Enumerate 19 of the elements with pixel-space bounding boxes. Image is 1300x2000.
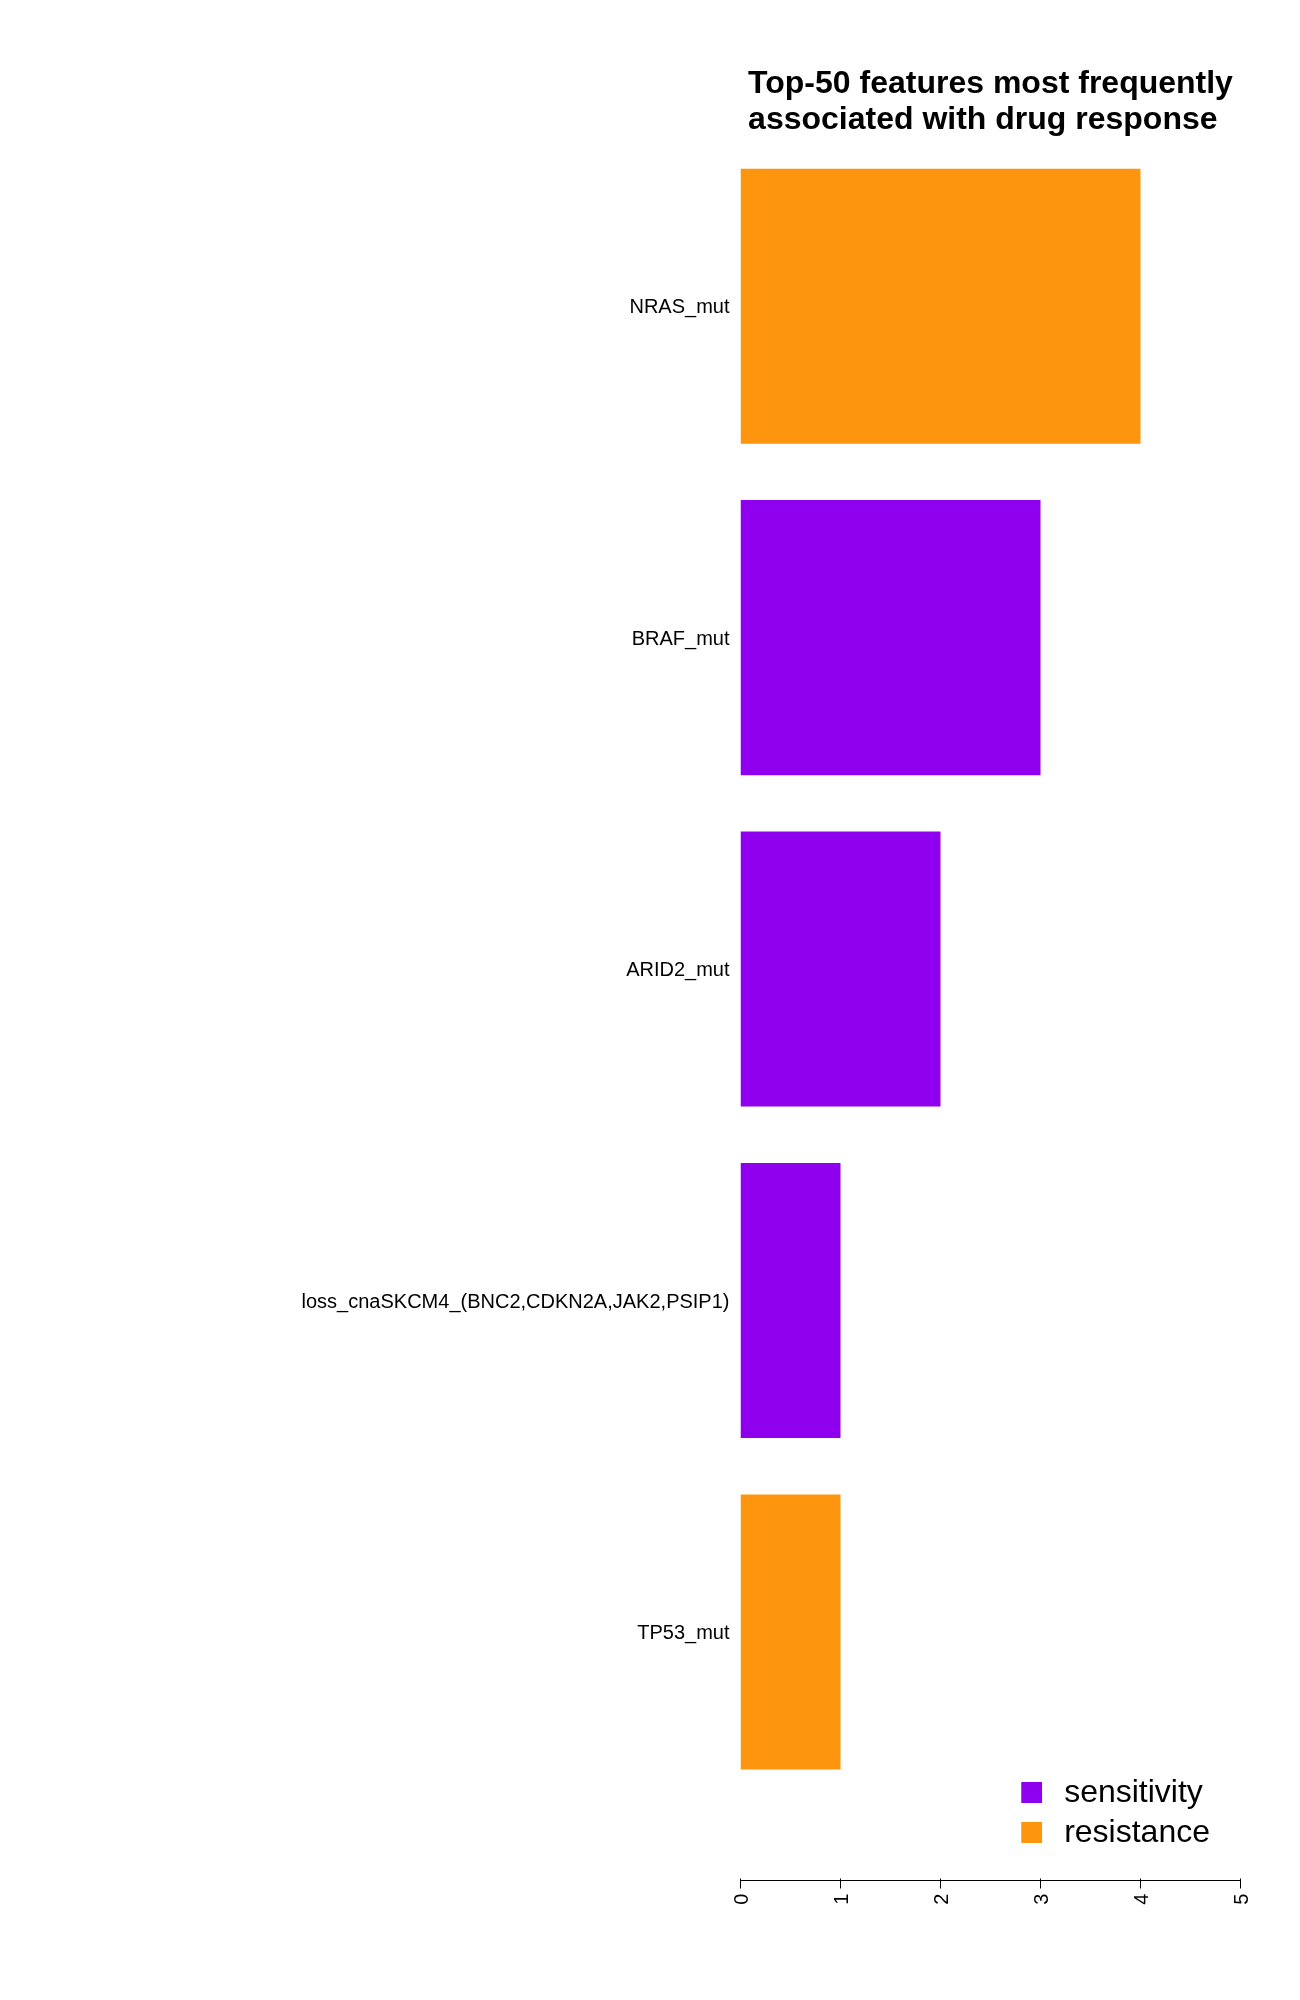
x-tick-label: 1 [829, 1893, 852, 1905]
x-tick-label: 5 [1229, 1893, 1252, 1905]
legend-label: resistance [1064, 1813, 1210, 1850]
legend-label: sensitivity [1064, 1773, 1203, 1810]
bar [740, 1494, 841, 1770]
bar [740, 168, 1141, 444]
y-tick-label: ARID2_mut [626, 958, 730, 982]
y-tick-label: TP53_mut [637, 1620, 730, 1644]
chart-title: Top-50 features most frequently associated with drug response [748, 63, 1234, 136]
bar [740, 1162, 841, 1439]
x-tick-label: 4 [1129, 1893, 1152, 1905]
bar [740, 831, 941, 1107]
x-tick-label: 0 [729, 1893, 752, 1905]
y-tick-label: BRAF_mut [631, 626, 730, 650]
y-tick-label: loss_cnaSKCM4_(BNC2,CDKN2A,JAK2,PSIP1) [301, 1289, 730, 1313]
x-tick-label: 3 [1029, 1893, 1052, 1905]
y-tick-label: NRAS_mut [629, 295, 730, 319]
bar [740, 500, 1041, 776]
x-tick-label: 2 [929, 1893, 952, 1905]
